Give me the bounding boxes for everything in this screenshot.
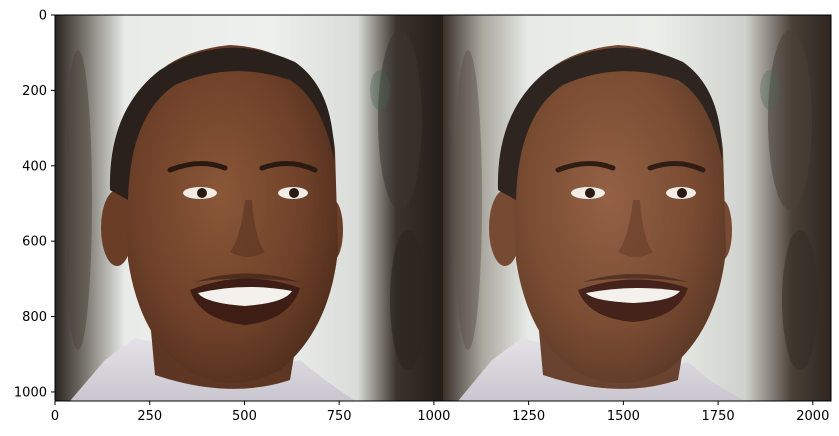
x-tick-label: 2000: [796, 409, 829, 424]
x-tick-label: 1750: [702, 409, 735, 424]
y-tick-label: 600: [22, 235, 47, 250]
image-area: [55, 15, 831, 401]
x-axis-ticks: 0 250 500 750 1000 1250 1500 1750 2000: [51, 401, 829, 424]
y-tick-label: 200: [22, 84, 47, 99]
right-portrait-panel: [443, 15, 831, 401]
y-axis-ticks: 0 200 400 600 800 1000: [14, 9, 55, 400]
x-tick-label: 0: [51, 409, 59, 424]
x-tick-label: 1000: [417, 409, 450, 424]
left-portrait-panel: [55, 15, 443, 401]
y-tick-label: 1000: [14, 385, 47, 400]
x-tick-label: 250: [137, 409, 162, 424]
x-tick-label: 500: [232, 409, 257, 424]
y-tick-label: 0: [39, 9, 47, 24]
x-tick-label: 1250: [512, 409, 545, 424]
y-tick-label: 800: [22, 310, 47, 325]
y-tick-label: 400: [22, 159, 47, 174]
axes-frame: [54, 14, 832, 402]
x-tick-label: 750: [327, 409, 352, 424]
x-tick-label: 1500: [607, 409, 640, 424]
